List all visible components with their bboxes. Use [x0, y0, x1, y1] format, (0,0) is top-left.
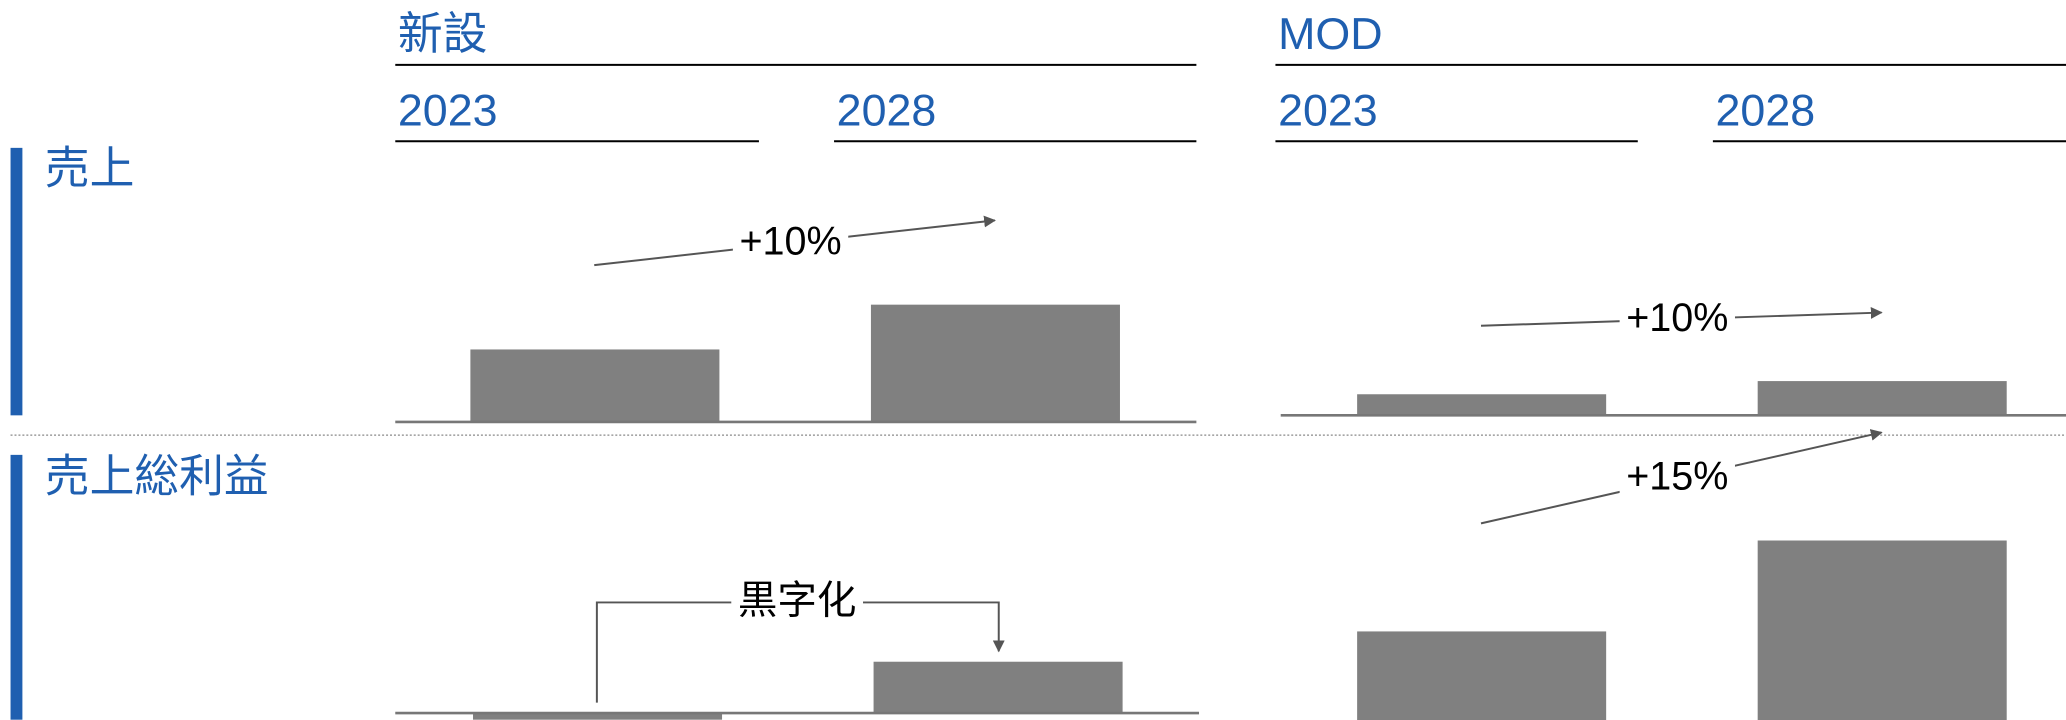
- bar: [1757, 540, 2007, 720]
- bar: [470, 349, 720, 422]
- row-marker: [10, 454, 23, 720]
- bar: [1757, 381, 2007, 416]
- annotation: +10%: [739, 219, 841, 263]
- row-marker: [10, 147, 23, 416]
- annotation: 黒字化: [738, 579, 857, 623]
- column-title: 新設: [398, 9, 488, 59]
- bar: [1357, 631, 1607, 720]
- bar: [473, 713, 723, 720]
- annotation: +10%: [1626, 296, 1728, 340]
- bar: [873, 661, 1123, 714]
- annotation-bg: [1619, 295, 1735, 340]
- bar: [870, 304, 1120, 422]
- row-label: 売上総利益: [45, 452, 269, 502]
- annotation-bg: [731, 579, 864, 624]
- year-label: 2023: [1278, 85, 1378, 135]
- year-label: 2023: [398, 85, 498, 135]
- year-label: 2028: [837, 85, 937, 135]
- annotation-bg: [732, 219, 849, 264]
- annotation-bg: [1619, 454, 1735, 499]
- column-title: MOD: [1278, 9, 1382, 59]
- bar: [1357, 394, 1607, 416]
- row-label: 売上: [45, 143, 135, 193]
- year-label: 2028: [1716, 85, 1816, 135]
- annotation: +15%: [1626, 455, 1728, 499]
